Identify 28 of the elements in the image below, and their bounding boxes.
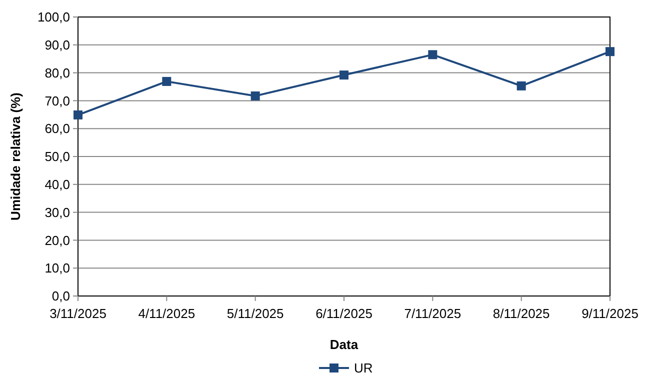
y-tick-label: 40,0 bbox=[44, 176, 70, 192]
point bbox=[516, 81, 526, 90]
y-tick-label: 100,0 bbox=[37, 10, 70, 25]
x-tick-label: 4/11/2025 bbox=[138, 306, 196, 321]
y-tick-label: 20,0 bbox=[44, 232, 70, 248]
x-tick-label: 5/11/2025 bbox=[226, 306, 284, 321]
y-tick-label: 30,0 bbox=[44, 204, 70, 220]
x-tick-label: 8/11/2025 bbox=[492, 306, 550, 321]
y-tick-label: 70,0 bbox=[44, 93, 70, 108]
point bbox=[162, 76, 172, 86]
point bbox=[74, 110, 82, 120]
x-tick-label: 3/11/2025 bbox=[50, 306, 106, 321]
y-tick-label: 60,0 bbox=[44, 121, 70, 136]
y-tick-label: 80,0 bbox=[44, 65, 70, 80]
y-axis-title: Umidade relativa (%) bbox=[8, 92, 23, 220]
point bbox=[606, 47, 614, 56]
x-axis-title: Data bbox=[330, 337, 359, 352]
point bbox=[250, 91, 260, 100]
y-tick-label: 50,0 bbox=[44, 149, 70, 164]
y-tick-label: 10,0 bbox=[44, 260, 70, 276]
point bbox=[428, 50, 438, 60]
y-tick-label: 90,0 bbox=[44, 37, 70, 52]
x-tick-label: 6/11/2025 bbox=[316, 306, 372, 321]
point bbox=[340, 70, 348, 80]
legend-label: UR bbox=[354, 360, 373, 376]
y-tick-label: 0,0 bbox=[52, 288, 70, 304]
x-tick-label: 7/11/2025 bbox=[404, 306, 462, 321]
x-tick-label: 9/11/2025 bbox=[582, 306, 638, 321]
